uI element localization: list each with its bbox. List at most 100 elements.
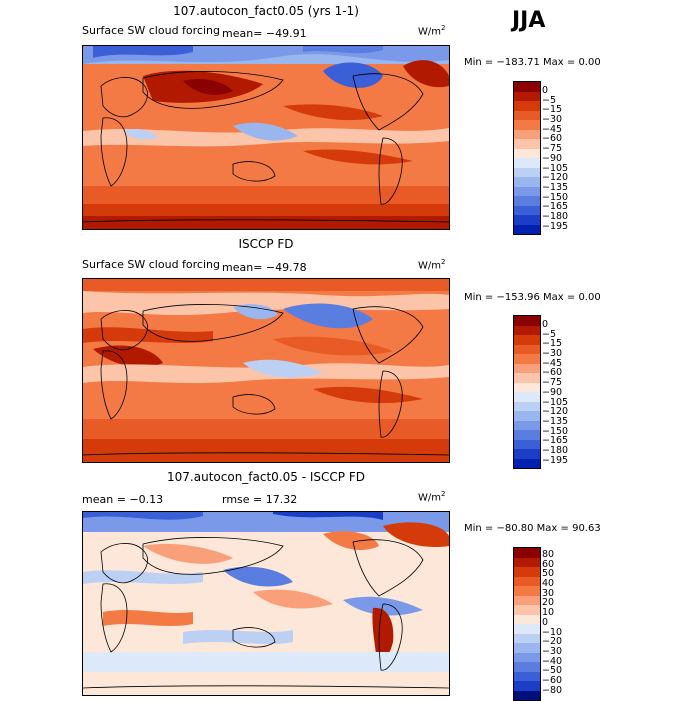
- legend-swatch: [514, 392, 540, 402]
- legend-label: −75: [542, 143, 563, 155]
- legend-label: 40: [542, 578, 555, 590]
- legend-swatch: [514, 449, 540, 459]
- legend-swatch: [514, 595, 540, 605]
- panel-3-rmse: rmse = 17.32: [222, 493, 298, 506]
- legend-label: −195: [542, 454, 569, 466]
- legend-swatch: [514, 215, 540, 225]
- legend-label: −180: [542, 444, 569, 456]
- legend-label: −30: [542, 348, 563, 360]
- legend-swatch: [514, 91, 540, 101]
- legend-swatch: [514, 624, 540, 634]
- legend-label: −90: [542, 152, 563, 164]
- legend-label: −20: [542, 636, 563, 648]
- legend-label: −15: [542, 104, 563, 116]
- legend-label: 60: [542, 558, 555, 570]
- legend-swatch: [514, 671, 540, 681]
- legend-swatch: [514, 325, 540, 335]
- legend-swatch: [514, 120, 540, 130]
- season-label: JJA: [512, 8, 546, 33]
- legend-swatch: [514, 205, 540, 215]
- legend-label: 80: [542, 549, 555, 560]
- legend-label: −40: [542, 655, 563, 667]
- legend-label: 0: [542, 616, 549, 628]
- legend-swatch: [514, 196, 540, 206]
- legend-swatch: [514, 335, 540, 345]
- legend-label: −120: [542, 406, 569, 418]
- legend-label: −15: [542, 338, 563, 350]
- panel-1-map: [82, 45, 450, 230]
- legend-label: −5: [542, 328, 557, 340]
- panel-2-title: ISCCP FD: [238, 237, 294, 251]
- panel-3-field: [83, 512, 449, 695]
- legend-label: −105: [542, 396, 569, 408]
- legend-label: −90: [542, 386, 563, 398]
- legend-swatch: [514, 567, 540, 577]
- panel-1-units: W/m2: [418, 24, 446, 38]
- legend-swatch: [514, 548, 540, 558]
- panel-1-title: 107.autocon_fact0.05 (yrs 1-1): [173, 4, 359, 18]
- legend-label: −105: [542, 162, 569, 174]
- legend-swatch: [514, 82, 540, 92]
- legend-swatch: [514, 148, 540, 158]
- legend-swatch: [514, 101, 540, 111]
- panel-2-minmax: Min = −153.96 Max = 0.00: [464, 292, 601, 303]
- legend-swatch: [514, 420, 540, 430]
- legend-swatch: [514, 401, 540, 411]
- legend-swatch: [514, 586, 540, 596]
- legend-swatch: [514, 186, 540, 196]
- legend-swatch: [514, 643, 540, 653]
- panel-3-legend: [513, 547, 541, 701]
- legend-swatch: [514, 139, 540, 149]
- legend-label: −30: [542, 114, 563, 126]
- panel-1-mean: mean= −49.91: [222, 27, 307, 40]
- legend-label: −150: [542, 425, 569, 437]
- panel-2-legend-labels: 0 −5 −15 −30 −45 −60 −75 −90 −105 −120 −…: [542, 320, 568, 465]
- legend-swatch: [514, 224, 540, 234]
- legend-swatch: [514, 652, 540, 662]
- legend-label: 10: [542, 607, 555, 619]
- panel-2-units: W/m2: [418, 258, 446, 272]
- legend-label: −120: [542, 172, 569, 184]
- legend-swatch: [514, 110, 540, 120]
- panel-2-legend: [513, 315, 541, 469]
- legend-swatch: [514, 458, 540, 468]
- legend-label: 0: [542, 319, 549, 330]
- legend-label: −135: [542, 181, 569, 193]
- legend-label: −5: [542, 94, 557, 106]
- legend-swatch: [514, 576, 540, 586]
- legend-swatch: [514, 614, 540, 624]
- legend-label: −80: [542, 684, 563, 696]
- legend-swatch: [514, 690, 540, 700]
- panel-1-minmax: Min = −183.71 Max = 0.00: [464, 57, 601, 68]
- panel-2-subtitle: Surface SW cloud forcing: [82, 258, 220, 271]
- legend-swatch: [514, 411, 540, 421]
- panel-2-map: [82, 278, 450, 463]
- legend-label: −60: [542, 674, 563, 686]
- legend-swatch: [514, 681, 540, 691]
- panel-1-field: [83, 46, 449, 229]
- panel-3-title: 107.autocon_fact0.05 - ISCCP FD: [167, 470, 365, 484]
- legend-swatch: [514, 662, 540, 672]
- legend-swatch: [514, 177, 540, 187]
- legend-label: −165: [542, 201, 569, 213]
- legend-swatch: [514, 382, 540, 392]
- legend-swatch: [514, 158, 540, 168]
- legend-label: −135: [542, 415, 569, 427]
- panel-2-field: [83, 279, 449, 462]
- panel-1-legend: [513, 81, 541, 235]
- legend-swatch: [514, 129, 540, 139]
- panel-3-mean: mean = −0.13: [82, 493, 164, 506]
- legend-swatch: [514, 557, 540, 567]
- legend-swatch: [514, 633, 540, 643]
- legend-label: −30: [542, 645, 563, 657]
- legend-swatch: [514, 373, 540, 383]
- legend-swatch: [514, 167, 540, 177]
- panel-3-minmax: Min = −80.80 Max = 90.63: [464, 523, 601, 534]
- legend-label: −150: [542, 191, 569, 203]
- legend-swatch: [514, 363, 540, 373]
- legend-label: −195: [542, 220, 569, 232]
- legend-label: −75: [542, 377, 563, 389]
- panel-1-legend-labels: 0 −5 −15 −30 −45 −60 −75 −90 −105 −120 −…: [542, 86, 568, 231]
- panel-3-legend-labels: 80 60 50 40 30 20 10 0 −10 −20 −30 −40 −…: [542, 550, 562, 695]
- legend-swatch: [514, 605, 540, 615]
